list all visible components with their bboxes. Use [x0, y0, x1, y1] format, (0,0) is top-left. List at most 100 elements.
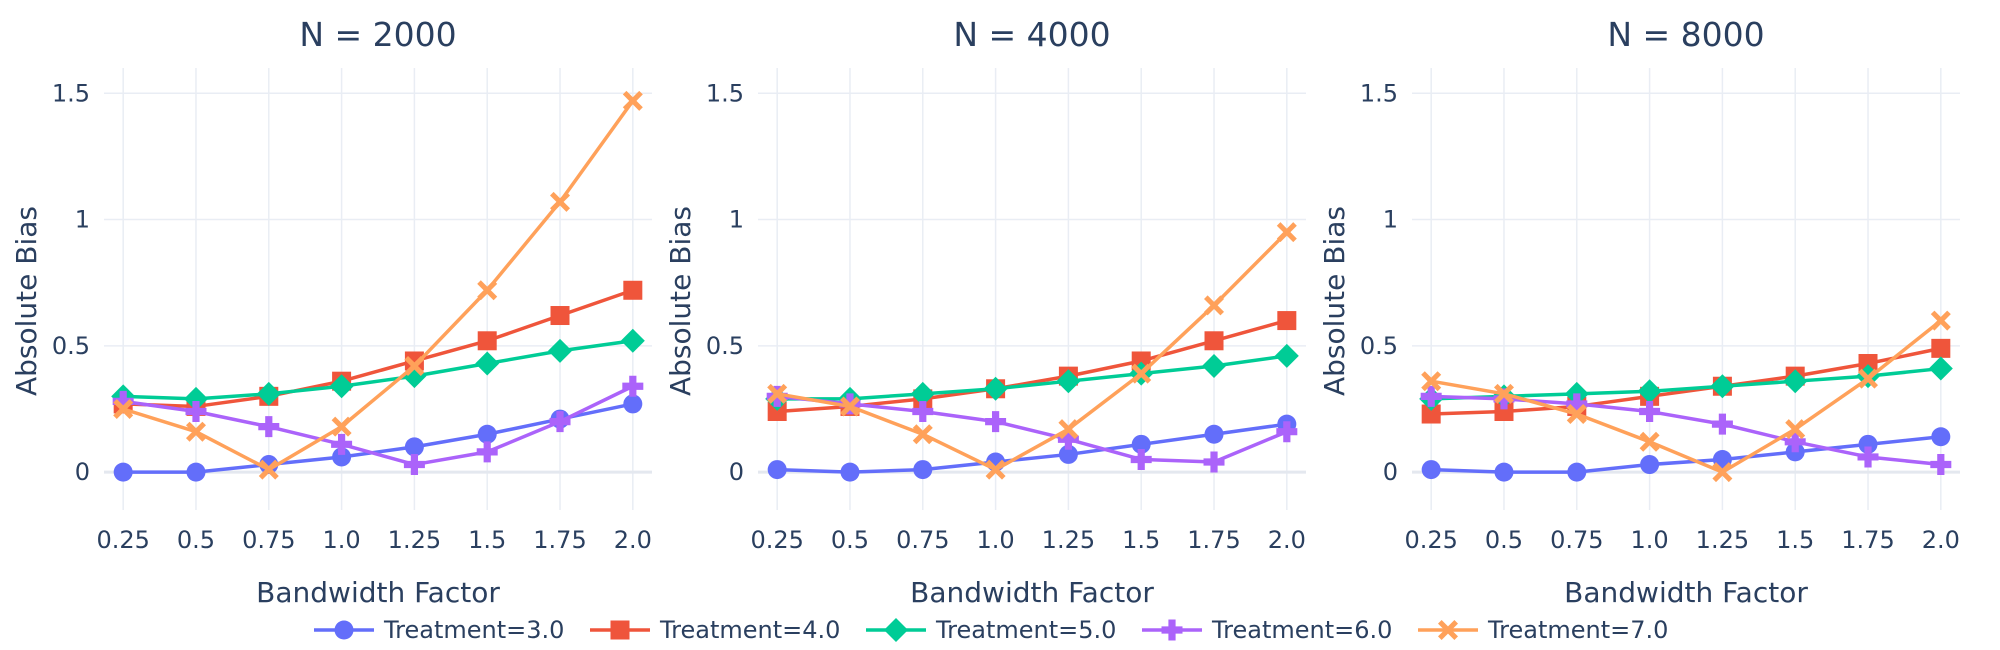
- data-point: [476, 441, 498, 463]
- subplot-3: N = 8000 0.25 0.5 0.75 1.0 1.25 1.5 1.75 2.0 0 0.5…: [1318, 15, 1960, 609]
- data-point: [1056, 369, 1081, 394]
- data-point: [477, 331, 497, 351]
- x-tick-label: 1.75: [1841, 526, 1894, 554]
- y-tick-label: 1: [729, 206, 744, 234]
- legend-item[interactable]: Treatment=4.0: [590, 616, 840, 644]
- data-point: [1494, 401, 1514, 421]
- x-tick-label: 1.5: [1122, 526, 1160, 554]
- data-point: [404, 437, 424, 457]
- x-tick-label: 1.0: [323, 526, 361, 554]
- y-tick-label: 0.5: [52, 332, 90, 360]
- data-point: [839, 396, 860, 417]
- data-point: [1058, 419, 1079, 440]
- data-point: [1567, 462, 1587, 482]
- y-tick-label: 1.5: [1360, 79, 1398, 107]
- data-point: [112, 390, 134, 412]
- data-point: [185, 421, 206, 442]
- series-line: [123, 339, 634, 401]
- data-point: [477, 424, 497, 444]
- x-tick-label: 0.25: [96, 526, 149, 554]
- x-tick-label: 1.25: [1042, 526, 1095, 554]
- data-point: [985, 411, 1007, 433]
- series-x: [113, 90, 643, 480]
- x-axis-label: Bandwidth Factor: [1564, 576, 1808, 609]
- data-point: [910, 381, 935, 406]
- data-point: [1057, 428, 1079, 450]
- data-point: [1857, 446, 1879, 468]
- data-point: [331, 433, 353, 455]
- legend: Treatment=3.0 Treatment=4.0 Treatment=5.0 T…: [314, 616, 1668, 644]
- subplot-1: N = 2000 0.25 0.5 0.75 1.0 1.25 1.5 1.75 2.0 0 0.5…: [10, 15, 652, 609]
- legend-label: Treatment=6.0: [1211, 616, 1392, 644]
- data-point: [1276, 421, 1298, 443]
- data-point: [840, 462, 860, 482]
- data-point: [1712, 462, 1733, 483]
- data-point: [623, 280, 643, 300]
- x-tick-label: 0.25: [750, 526, 803, 554]
- data-point: [1131, 434, 1151, 454]
- data-point: [1420, 385, 1442, 407]
- data-point: [1493, 388, 1515, 410]
- data-point: [1274, 343, 1299, 368]
- legend-item[interactable]: Treatment=3.0: [314, 616, 564, 644]
- data-point: [258, 416, 280, 438]
- x-axis-label: Bandwidth Factor: [256, 576, 500, 609]
- y-tick-label: 0: [1383, 458, 1398, 486]
- series-line: [123, 402, 634, 474]
- series-line: [776, 230, 1289, 472]
- data-point: [332, 447, 352, 467]
- data-point: [913, 460, 933, 480]
- y-tick-label: 0.5: [706, 332, 744, 360]
- data-point: [331, 416, 352, 437]
- series-line: [122, 99, 635, 472]
- x-tick-label: 1.5: [468, 526, 506, 554]
- x-tick-label: 1.5: [1776, 526, 1814, 554]
- data-point: [477, 280, 498, 301]
- legend-marker: [610, 620, 630, 640]
- data-point: [1858, 434, 1878, 454]
- legend-item[interactable]: Treatment=6.0: [1142, 616, 1392, 644]
- data-point: [1784, 431, 1806, 453]
- series-x: [1421, 310, 1951, 483]
- x-tick-label: 0.5: [1485, 526, 1523, 554]
- data-point: [550, 306, 570, 326]
- series-line: [1431, 394, 1942, 467]
- data-point: [1277, 311, 1297, 331]
- subplot-title: N = 8000: [1607, 15, 1764, 54]
- series-line: [776, 394, 1288, 464]
- data-point: [1421, 404, 1441, 424]
- data-point: [183, 386, 208, 411]
- series-line: [1431, 435, 1942, 474]
- subplot-title: N = 2000: [299, 15, 456, 54]
- legend-item[interactable]: Treatment=7.0: [1418, 616, 1668, 644]
- data-point: [1204, 424, 1224, 444]
- data-point: [985, 459, 1006, 480]
- data-point: [1783, 369, 1808, 394]
- series-circle: [767, 414, 1297, 482]
- data-point: [113, 398, 134, 419]
- data-point: [1928, 356, 1953, 381]
- data-point: [767, 460, 787, 480]
- y-tick-label: 1: [75, 206, 90, 234]
- data-point: [1710, 374, 1735, 399]
- legend-label: Treatment=5.0: [935, 616, 1116, 644]
- data-point: [185, 400, 207, 422]
- subplot-title: N = 4000: [953, 15, 1110, 54]
- data-point: [549, 411, 571, 433]
- data-point: [1130, 448, 1152, 470]
- data-point: [113, 462, 133, 482]
- y-axis-label: Absolute Bias: [1318, 206, 1351, 396]
- x-tick-label: 2.0: [614, 526, 652, 554]
- data-point: [1202, 354, 1227, 379]
- legend-item[interactable]: Treatment=5.0: [866, 616, 1116, 644]
- series-circle: [1421, 427, 1951, 482]
- y-axis-label: Absolute Bias: [664, 206, 697, 396]
- x-tick-label: 1.25: [388, 526, 441, 554]
- x-tick-label: 1.0: [1631, 526, 1669, 554]
- legend-label: Treatment=3.0: [383, 616, 564, 644]
- legend-marker: [1161, 619, 1183, 641]
- data-point: [1785, 419, 1806, 440]
- data-point: [1421, 371, 1442, 392]
- data-point: [404, 356, 425, 377]
- y-tick-label: 0.5: [1360, 332, 1398, 360]
